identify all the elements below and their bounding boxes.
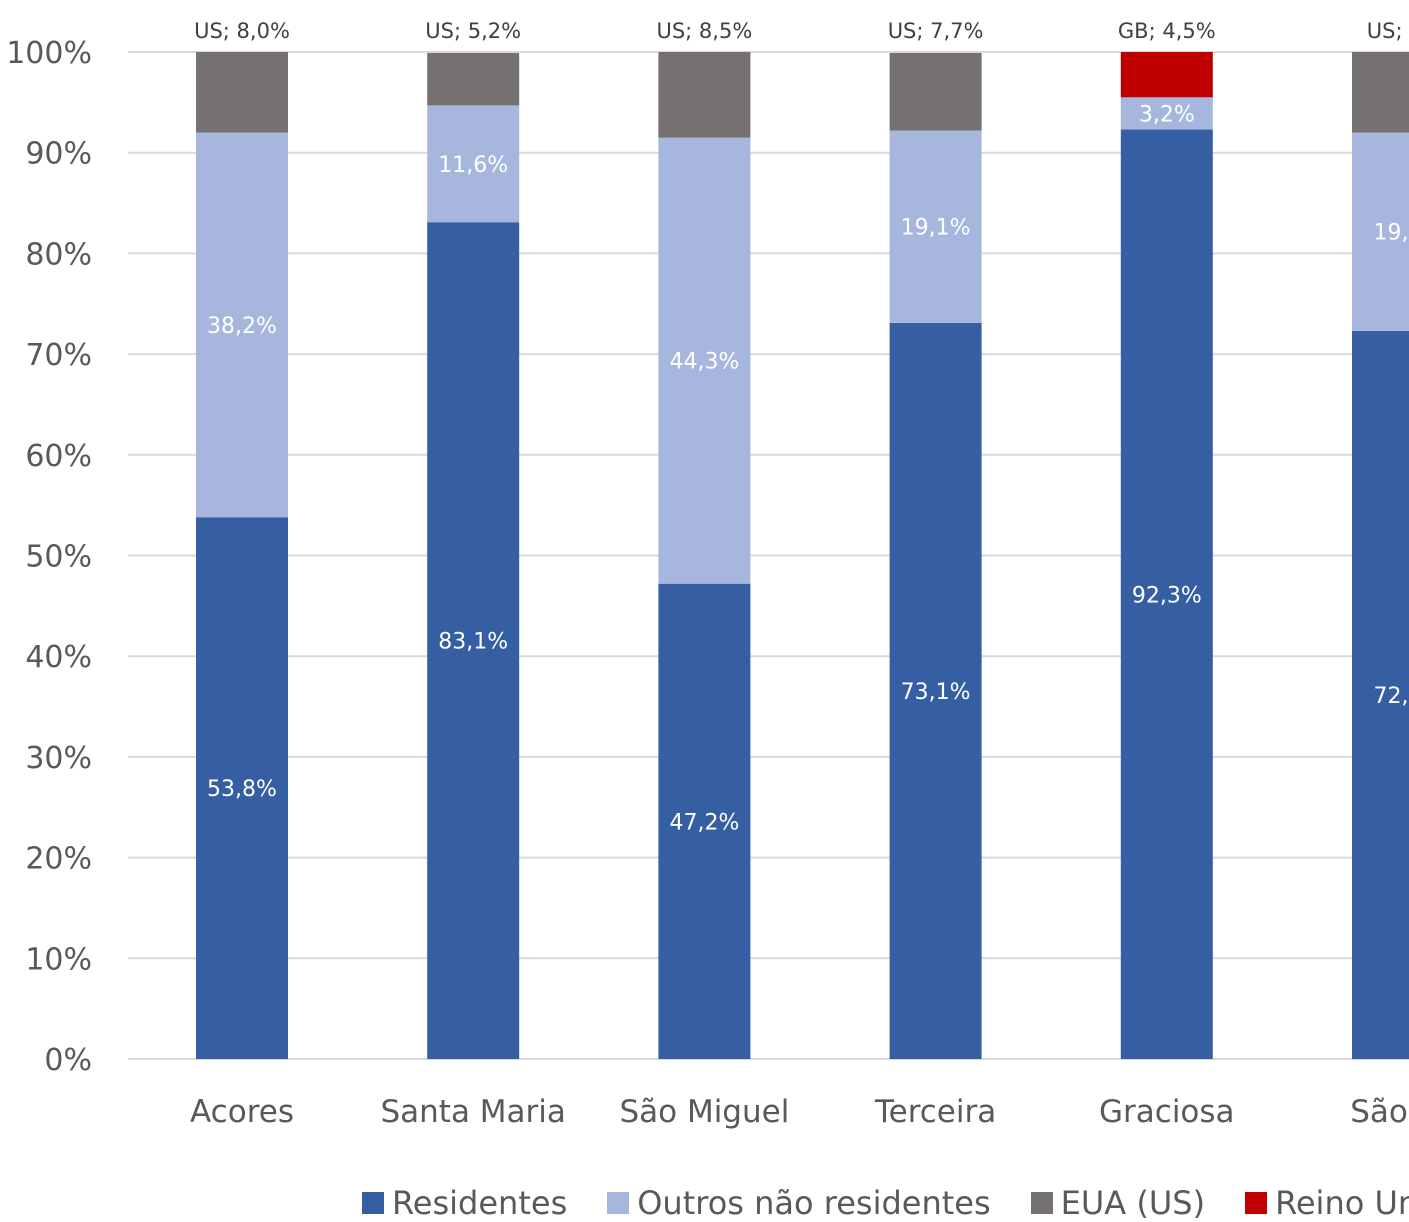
x-tick-label: Acores: [190, 1094, 294, 1130]
bar-stack: 47,2% 44,3% US; 8,5%: [656, 19, 752, 1059]
data-label: 73,1%: [901, 680, 971, 705]
top-data-label: US; 5,2%: [425, 19, 521, 43]
top-data-label: US; 8,5%: [656, 19, 752, 43]
y-tick-label: 0%: [44, 1043, 92, 1078]
y-axis-tick-labels: 0% 10% 20% 30% 40% 50% 60% 70% 80% 90% 100%: [6, 36, 92, 1078]
x-axis-tick-labels: Acores Santa Maria São Miguel Terceira Graci…: [190, 1094, 1409, 1130]
bar-stack: 73,1% 19,1% US; 7,7%: [888, 19, 984, 1059]
legend-swatch: [1245, 1192, 1268, 1214]
bar-segment-eua-us: [427, 53, 520, 106]
bar-segment-residentes: [1120, 129, 1213, 1059]
legend-label: Outros não residentes: [637, 1184, 991, 1222]
bar-segment-residentes: [1352, 330, 1409, 1060]
legend-item: Residentes: [362, 1184, 567, 1222]
bar-segment-reino-un: [1120, 52, 1213, 98]
bar-segment-outros-n-o-residentes: [889, 130, 982, 323]
data-label: 47,2%: [669, 810, 739, 835]
legend: Residentes Outros não residentes EUA (US) R…: [362, 1184, 1409, 1222]
gridlines: [128, 51, 1409, 1060]
data-label: 3,2%: [1139, 102, 1195, 127]
bar-segment-outros-n-o-residentes: [658, 137, 751, 584]
y-tick-label: 50%: [25, 540, 92, 575]
bar-segment-outros-n-o-residentes: [427, 105, 520, 223]
data-label: 38,2%: [207, 314, 277, 339]
data-label: 72,3: [1374, 684, 1409, 709]
bar-stack: 83,1% 11,6% US; 5,2%: [425, 19, 521, 1060]
data-label: 92,3%: [1132, 583, 1202, 608]
top-data-label: US; 8,: [1367, 19, 1409, 43]
bar-stack: 53,8% 38,2% US; 8,0%: [194, 19, 290, 1059]
y-tick-label: 90%: [25, 137, 92, 172]
y-tick-label: 60%: [25, 439, 92, 474]
legend-swatch: [607, 1192, 630, 1214]
data-label: 53,8%: [207, 777, 277, 802]
y-tick-label: 100%: [6, 36, 92, 71]
bar-segment-eua-us: [889, 53, 982, 131]
bar-segment-residentes: [196, 517, 288, 1059]
bar-segment-outros-n-o-residentes: [196, 132, 288, 518]
bar-stack: 72,3 19,7 US; 8,: [1352, 19, 1409, 1060]
legend-label: Reino Un: [1275, 1184, 1409, 1222]
data-label: 11,6%: [438, 153, 508, 178]
top-data-label: US; 7,7%: [888, 19, 984, 43]
y-tick-label: 20%: [25, 842, 92, 877]
legend-swatch: [362, 1192, 384, 1214]
y-tick-label: 30%: [25, 741, 92, 776]
data-label: 44,3%: [669, 350, 739, 375]
y-tick-label: 70%: [25, 338, 92, 373]
data-label: 19,7: [1374, 221, 1409, 246]
x-tick-label: São Miguel: [619, 1094, 789, 1130]
legend-item: Reino Un: [1245, 1184, 1409, 1222]
legend-item: Outros não residentes: [607, 1184, 991, 1222]
bar-segment-eua-us: [658, 52, 751, 138]
bar-segment-eua-us: [1352, 52, 1409, 133]
x-tick-label: Graciosa: [1099, 1094, 1235, 1130]
x-tick-label: Santa Maria: [380, 1094, 565, 1130]
legend-label: EUA (US): [1060, 1184, 1206, 1222]
x-tick-label: Terceira: [874, 1094, 996, 1130]
data-label: 19,1%: [901, 216, 971, 241]
bar-segment-eua-us: [196, 52, 288, 133]
legend-item: EUA (US): [1030, 1184, 1206, 1222]
x-tick-label: São Jo: [1350, 1094, 1409, 1130]
bar-segment-residentes: [427, 222, 520, 1060]
bar-segment-residentes: [889, 322, 982, 1059]
bars: 53,8% 38,2% US; 8,0% 83,1% 11,6% US; 5,2% 47,2…: [194, 19, 1409, 1060]
y-tick-label: 80%: [25, 237, 92, 272]
bar-segment-outros-n-o-residentes: [1120, 97, 1213, 130]
legend-swatch: [1030, 1192, 1053, 1214]
data-label: 83,1%: [438, 630, 508, 655]
y-tick-label: 40%: [25, 640, 92, 675]
bar-segment-residentes: [658, 583, 751, 1059]
bar-segment-outros-n-o-residentes: [1352, 132, 1409, 331]
top-data-label: GB; 4,5%: [1118, 19, 1216, 43]
top-data-label: US; 8,0%: [194, 19, 290, 43]
y-tick-label: 10%: [25, 942, 92, 977]
legend-label: Residentes: [392, 1184, 568, 1222]
bar-stack: 92,3% 3,2% GB; 4,5%: [1118, 19, 1216, 1059]
